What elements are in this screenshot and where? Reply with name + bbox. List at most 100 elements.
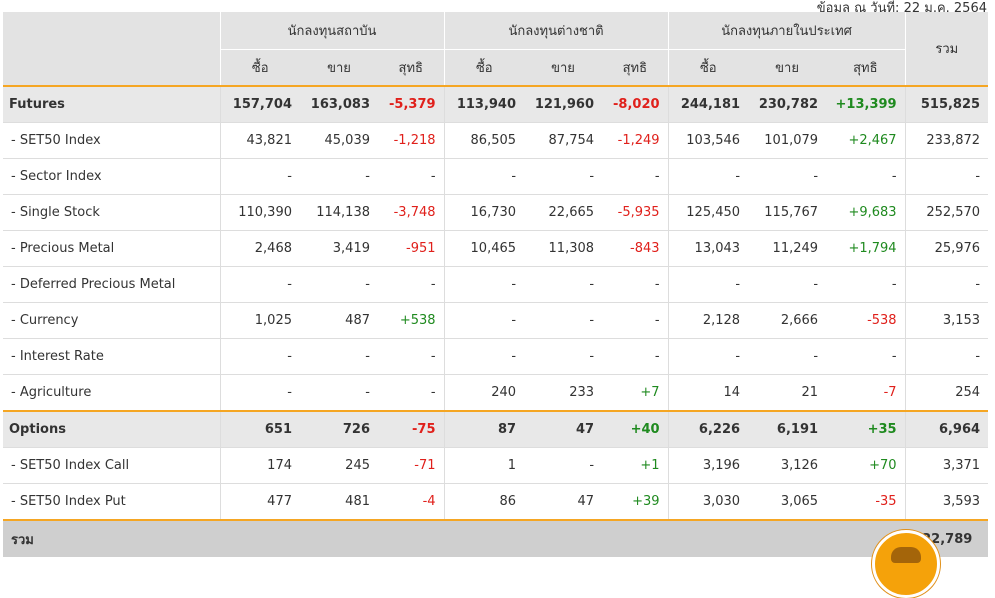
cell-sell: 47 — [524, 410, 603, 448]
cell-net: +39 — [602, 483, 669, 521]
cell-net: -843 — [602, 230, 669, 267]
cell-total: 25,976 — [905, 230, 989, 267]
cell-net: - — [826, 338, 906, 375]
cell-net: +13,399 — [826, 85, 906, 123]
cell-buy: 1 — [444, 447, 525, 484]
cell-net: - — [602, 158, 669, 195]
cell-buy: 3,030 — [668, 483, 749, 521]
cell-net: -75 — [378, 410, 445, 448]
cell-total: - — [905, 266, 989, 303]
cell-sell: 101,079 — [748, 122, 827, 159]
subcategory-row: - SET50 Index 43,821 45,039 -1,218 86,505 87,… — [3, 122, 989, 159]
cell-net: - — [826, 266, 906, 303]
cell-buy: - — [668, 338, 749, 375]
subcategory-row: - SET50 Index Put 477 481 -4 86 47 +39 3,030 3,0… — [3, 483, 989, 521]
cell-sell: - — [300, 266, 378, 303]
cell-buy: 103,546 — [668, 122, 749, 159]
cell-buy: 14 — [668, 374, 749, 412]
cell-sell: 21 — [748, 374, 827, 412]
header-local: นักลงทุนภายในประเทศ — [667, 12, 906, 50]
header-net: สุทธิ — [602, 49, 669, 86]
row-label: - Interest Rate — [3, 338, 221, 375]
cell-buy: 477 — [220, 483, 300, 521]
subcategory-row: - Interest Rate - - - - - - - - - - — [3, 338, 989, 375]
cell-net: -4 — [378, 483, 445, 521]
logo-icon — [891, 547, 921, 563]
cell-net: -5,935 — [602, 194, 669, 231]
cell-buy: - — [444, 266, 525, 303]
cell-net: - — [602, 266, 669, 303]
cell-buy: - — [668, 266, 749, 303]
cell-buy: 651 — [220, 410, 300, 448]
cell-buy: - — [220, 158, 300, 195]
cell-sell: 11,249 — [748, 230, 827, 267]
cell-sell: 114,138 — [300, 194, 378, 231]
cell-buy: 2,468 — [220, 230, 300, 267]
cell-net: +35 — [826, 410, 906, 448]
cell-sell: - — [748, 266, 827, 303]
cell-sell: 3,126 — [748, 447, 827, 484]
header-net: สุทธิ — [826, 49, 906, 86]
row-label: - Sector Index — [3, 158, 221, 195]
cell-buy: 3,196 — [668, 447, 749, 484]
cell-total: 3,153 — [905, 302, 989, 339]
row-label: - Deferred Precious Metal — [3, 266, 221, 303]
cell-net: - — [602, 338, 669, 375]
cell-buy: 110,390 — [220, 194, 300, 231]
cell-sell: 481 — [300, 483, 378, 521]
cell-net: -5,379 — [378, 85, 445, 123]
cell-total: 233,872 — [905, 122, 989, 159]
header-sell: ขาย — [300, 49, 378, 86]
cell-net: -951 — [378, 230, 445, 267]
cell-buy: 86,505 — [444, 122, 525, 159]
subcategory-row: - Deferred Precious Metal - - - - - - - - - - — [3, 266, 989, 303]
investor-trading-table: นักลงทุนสถาบัน นักลงทุนต่างชาติ นักลงทุน… — [3, 12, 989, 557]
cell-net: -7 — [826, 374, 906, 412]
category-row: Futures 157,704 163,083 -5,379 113,940 121,96… — [3, 85, 989, 123]
cell-buy: 2,128 — [668, 302, 749, 339]
row-label: - Currency — [3, 302, 221, 339]
cell-buy: 125,450 — [668, 194, 749, 231]
cell-total: 6,964 — [905, 410, 989, 448]
cell-net: -1,249 — [602, 122, 669, 159]
cell-net: -3,748 — [378, 194, 445, 231]
cell-sell: 6,191 — [748, 410, 827, 448]
grand-total-label: รวม — [3, 519, 220, 557]
cell-sell: - — [524, 447, 603, 484]
cell-sell: 3,065 — [748, 483, 827, 521]
cell-sell: 121,960 — [524, 85, 603, 123]
cell-net: - — [826, 158, 906, 195]
cell-sell: - — [524, 338, 603, 375]
cell-buy: 86 — [444, 483, 525, 521]
cell-total: - — [905, 158, 989, 195]
brand-logo-badge[interactable] — [872, 530, 940, 598]
cell-buy: - — [220, 338, 300, 375]
cell-net: +2,467 — [826, 122, 906, 159]
cell-net: +7 — [602, 374, 669, 412]
header-buy: ซื้อ — [667, 49, 749, 86]
cell-net: -1,218 — [378, 122, 445, 159]
cell-sell: 11,308 — [524, 230, 603, 267]
cell-buy: 113,940 — [444, 85, 525, 123]
header-institutional: นักลงทุนสถาบัน — [219, 12, 445, 50]
cell-sell: 47 — [524, 483, 603, 521]
subcategory-row: - Currency 1,025 487 +538- - -2,128 2,666 -538 3… — [3, 302, 989, 339]
header-foreign: นักลงทุนต่างชาติ — [443, 12, 669, 50]
cell-sell: 22,665 — [524, 194, 603, 231]
cell-net: +70 — [826, 447, 906, 484]
subcategory-row: - Sector Index - - - - - - - - - - — [3, 158, 989, 195]
cell-net: - — [602, 302, 669, 339]
cell-total: 515,825 — [905, 85, 989, 123]
cell-net: - — [378, 158, 445, 195]
cell-sell: - — [748, 158, 827, 195]
cell-net: -71 — [378, 447, 445, 484]
cell-sell: 115,767 — [748, 194, 827, 231]
subcategory-row: - Agriculture - - -240 233 +7 14 21 -7 254 — [3, 374, 989, 412]
cell-sell: - — [524, 266, 603, 303]
cell-buy: 157,704 — [220, 85, 300, 123]
subcategory-row: - Precious Metal 2,468 3,419 -951 10,465 11,3… — [3, 230, 989, 267]
cell-sell: 487 — [300, 302, 378, 339]
row-label: - Agriculture — [3, 374, 221, 412]
cell-sell: 3,419 — [300, 230, 378, 267]
cell-sell: - — [300, 158, 378, 195]
